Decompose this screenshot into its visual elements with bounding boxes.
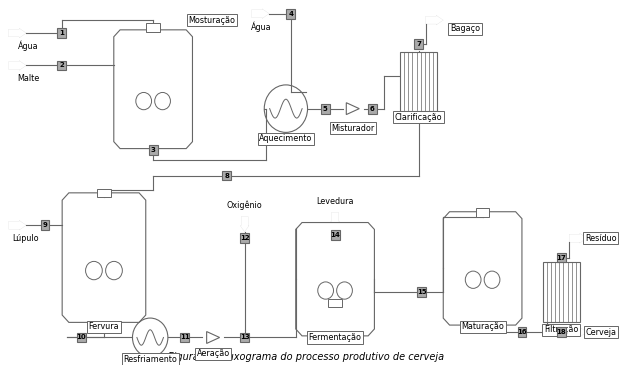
Bar (149, 145, 158, 154)
Text: Oxigênio: Oxigênio (227, 201, 262, 210)
Bar (400, 52, 438, 111)
Polygon shape (331, 212, 339, 227)
Text: 1: 1 (59, 30, 64, 36)
Text: Água: Água (251, 21, 272, 32)
Text: 2: 2 (59, 62, 64, 69)
Polygon shape (62, 193, 145, 322)
Bar (414, 39, 423, 49)
Bar (417, 287, 426, 297)
Text: 18: 18 (556, 329, 566, 335)
Text: Clarificação: Clarificação (395, 113, 443, 122)
Text: 16: 16 (517, 329, 527, 335)
Bar (222, 171, 232, 180)
Text: Aeração: Aeração (196, 349, 230, 358)
Bar (57, 61, 66, 70)
Text: Resfriamento: Resfriamento (123, 354, 177, 364)
Bar (328, 299, 342, 307)
Text: 11: 11 (180, 334, 189, 341)
Text: 4: 4 (288, 11, 293, 17)
Text: Água: Água (18, 41, 38, 51)
Text: 6: 6 (370, 105, 375, 112)
Polygon shape (9, 28, 26, 38)
Bar (331, 230, 339, 240)
Text: 17: 17 (556, 255, 566, 261)
Bar (543, 262, 580, 322)
Bar (146, 23, 160, 32)
Bar (321, 104, 330, 114)
Text: Maturação: Maturação (461, 322, 504, 331)
Text: Mosturação: Mosturação (189, 16, 236, 24)
Text: 7: 7 (416, 41, 421, 47)
Text: 14: 14 (330, 232, 340, 238)
Bar (287, 9, 295, 19)
Text: Lúpulo: Lúpulo (12, 234, 38, 243)
Bar (97, 189, 111, 197)
Bar (476, 208, 490, 216)
Polygon shape (296, 223, 374, 336)
Text: 3: 3 (150, 147, 155, 153)
Polygon shape (443, 212, 522, 325)
Text: Levedura: Levedura (316, 197, 354, 206)
Text: Figura 3 – Fluxograma do processo produtivo de cerveja: Figura 3 – Fluxograma do processo produt… (168, 352, 444, 362)
Bar (40, 220, 50, 230)
Text: Malte: Malte (17, 74, 40, 83)
Polygon shape (425, 15, 443, 25)
Text: Fermentação: Fermentação (309, 333, 361, 342)
Text: Cerveja: Cerveja (585, 328, 616, 337)
Polygon shape (569, 233, 587, 243)
Polygon shape (114, 30, 193, 149)
Text: 8: 8 (225, 173, 229, 178)
Bar (180, 333, 189, 342)
Text: 10: 10 (77, 334, 86, 341)
Text: 9: 9 (43, 222, 48, 228)
Polygon shape (207, 331, 220, 343)
Bar (557, 253, 566, 262)
Text: 5: 5 (323, 105, 327, 112)
Text: Bagaço: Bagaço (450, 24, 480, 33)
Text: Misturador: Misturador (331, 124, 374, 132)
Bar (517, 327, 526, 337)
Bar (77, 333, 86, 342)
Text: Resíduo: Resíduo (585, 234, 617, 243)
Text: Filtração: Filtração (544, 326, 579, 334)
Bar (368, 104, 377, 114)
Polygon shape (251, 9, 269, 19)
Bar (57, 28, 66, 38)
Polygon shape (9, 61, 26, 70)
Text: Fervura: Fervura (89, 322, 119, 331)
Text: 12: 12 (240, 235, 249, 241)
Bar (557, 327, 566, 337)
Text: 15: 15 (417, 289, 426, 295)
Bar (240, 333, 249, 342)
Text: 13: 13 (240, 334, 249, 341)
Bar (240, 233, 249, 243)
Polygon shape (240, 216, 249, 232)
Polygon shape (9, 220, 26, 230)
Text: Aquecimento: Aquecimento (259, 134, 313, 143)
Polygon shape (569, 327, 587, 337)
Polygon shape (346, 103, 359, 115)
